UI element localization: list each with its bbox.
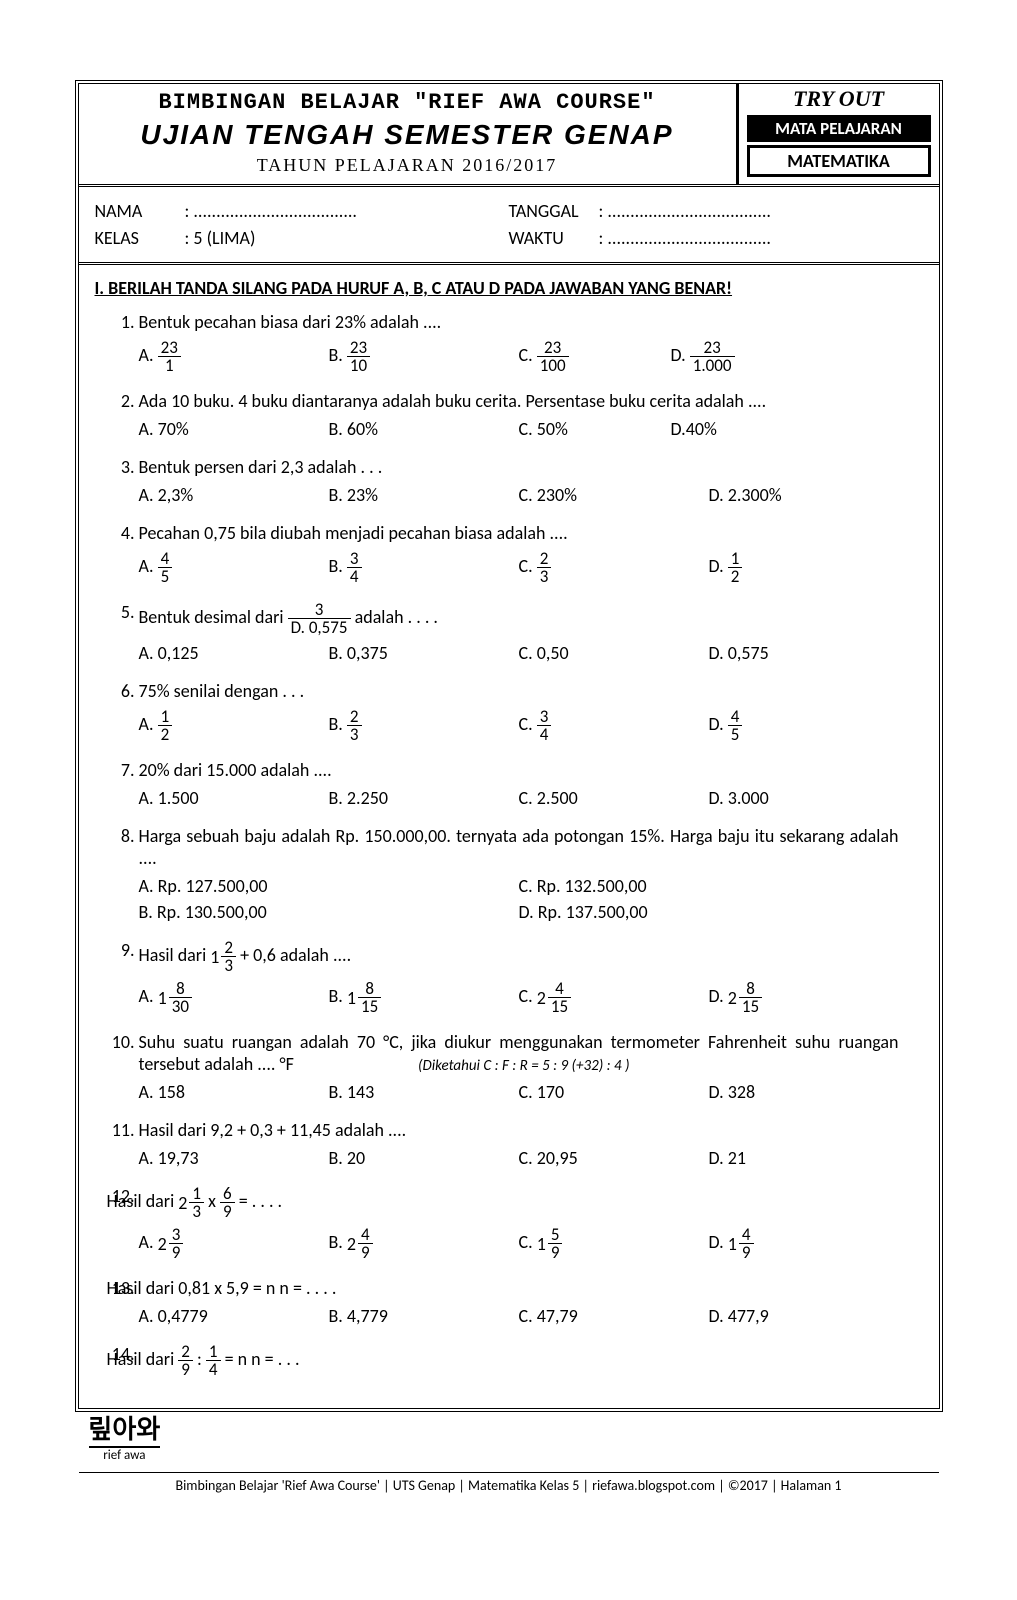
question-11: 11. Hasil dari 9,2 + 0,3 + 11,45 adalah … — [139, 1119, 899, 1171]
question-14: 14. Hasil dari 29 : 14 = n n = . . . — [139, 1343, 899, 1378]
subject-label: MATA PELAJARAN — [747, 115, 931, 142]
question-5: 5. Bentuk desimal dari 3D. 0,575 adalah … — [139, 601, 899, 666]
q1-d: D. 231.000 — [671, 337, 861, 376]
question-9: 9. Hasil dari 123 + 0,6 adalah .... A. 1… — [139, 939, 899, 1017]
footer: Bimbingan Belajar 'Rief Awa Course' | UT… — [79, 1472, 939, 1494]
tanggal-value: : .................................... — [599, 200, 771, 222]
nama-value: : .................................... — [185, 200, 357, 222]
waktu-value: : .................................... — [599, 227, 771, 249]
question-1: 1. Bentuk pecahan biasa dari 23% adalah … — [139, 311, 899, 376]
q1-a: A. 231 — [139, 337, 329, 376]
waktu-label: WAKTU — [509, 227, 599, 249]
q1-c: C. 23100 — [519, 337, 671, 376]
question-8: 8. Harga sebuah baju adalah Rp. 150.000,… — [139, 825, 899, 925]
question-10: 10. Suhu suatu ruangan adalah 70 °C, jik… — [139, 1031, 899, 1105]
course-title: BIMBINGAN BELAJAR "RIEF AWA COURSE" — [79, 90, 736, 115]
logo: 맆아와 rief awa — [89, 1409, 161, 1463]
kelas-value: : 5 (LIMA) — [185, 227, 256, 249]
tryout-label: TRY OUT — [739, 86, 939, 112]
question-3: 3. Bentuk persen dari 2,3 adalah . . . A… — [139, 456, 899, 508]
q1-text: Bentuk pecahan biasa dari 23% adalah ...… — [139, 311, 899, 333]
question-7: 7. 20% dari 15.000 adalah .... A. 1.500 … — [139, 759, 899, 811]
question-6: 6. 75% senilai dengan . . . A. 12 B. 23 … — [139, 680, 899, 745]
q1-b: B. 2310 — [329, 337, 519, 376]
header-left: BIMBINGAN BELAJAR "RIEF AWA COURSE" UJIA… — [79, 84, 736, 184]
info-section: NAMA: ..................................… — [79, 187, 939, 265]
question-12: 12. Hasil dari 213 x 69 = . . . . A. 239… — [139, 1185, 899, 1263]
question-13: 13. Hasil dari 0,81 x 5,9 = n n = . . . … — [139, 1277, 899, 1329]
nama-label: NAMA — [95, 200, 185, 222]
tanggal-label: TANGGAL — [509, 200, 599, 222]
question-4: 4. Pecahan 0,75 bila diubah menjadi peca… — [139, 522, 899, 587]
subject: MATEMATIKA — [747, 145, 931, 177]
instructions: I. BERILAH TANDA SILANG PADA HURUF A, B,… — [79, 277, 939, 299]
kelas-label: KELAS — [95, 227, 185, 249]
questions: 1. Bentuk pecahan biasa dari 23% adalah … — [79, 311, 939, 1408]
header: BIMBINGAN BELAJAR "RIEF AWA COURSE" UJIA… — [79, 84, 939, 187]
header-right: TRY OUT MATA PELAJARAN MATEMATIKA — [736, 84, 939, 184]
year: TAHUN PELAJARAN 2016/2017 — [79, 155, 736, 176]
question-2: 2. Ada 10 buku. 4 buku diantaranya adala… — [139, 390, 899, 442]
qnum: 1. — [107, 311, 135, 333]
page: BIMBINGAN BELAJAR "RIEF AWA COURSE" UJIA… — [75, 80, 943, 1412]
exam-title: UJIAN TENGAH SEMESTER GENAP — [79, 119, 736, 151]
